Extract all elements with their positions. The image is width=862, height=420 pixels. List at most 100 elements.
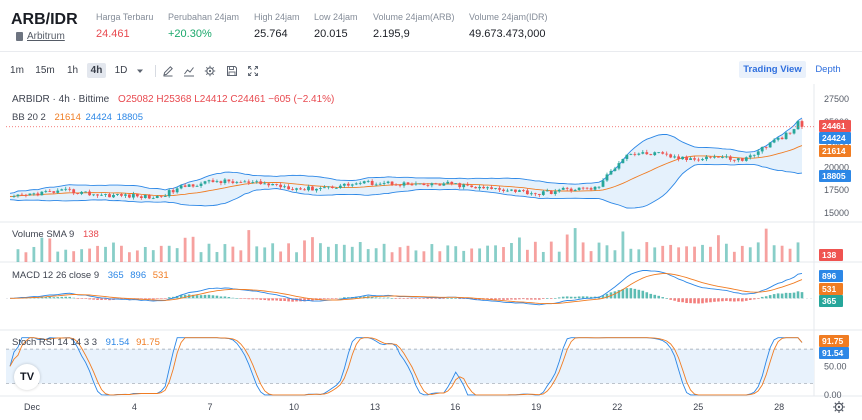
macd-histogram-bar [446, 298, 450, 299]
candle-body [561, 187, 565, 190]
stat-value: 2.195,9 [373, 28, 410, 40]
candle-body [756, 151, 760, 155]
macd-histogram-bar [518, 298, 521, 300]
macd-histogram-bar [52, 297, 56, 299]
timeframe-15m[interactable]: 15m [35, 65, 55, 76]
save-floppy-icon[interactable] [226, 65, 238, 77]
macd-histogram-bar [657, 295, 661, 299]
volume-bar [709, 246, 712, 262]
macd-histogram-bar [60, 296, 64, 299]
macd-histogram-bar [207, 294, 211, 299]
macd-histogram-bar [633, 288, 637, 299]
candle-body [279, 184, 283, 188]
volume-bar [518, 237, 521, 262]
macd-histogram-bar [705, 298, 708, 303]
candle-body [470, 185, 474, 188]
volume-bar [788, 248, 792, 262]
draw-pencil-icon[interactable] [162, 65, 174, 77]
timeframe-4h[interactable]: 4h [87, 63, 106, 78]
stat-label: Perubahan 24jam [168, 12, 240, 22]
volume-bar [565, 234, 569, 262]
macd-histogram-bar [621, 289, 625, 299]
macd-histogram-bar [545, 298, 549, 299]
volume-bar [112, 242, 115, 262]
candle-body [784, 132, 788, 140]
price-tick-label: 15000 [824, 208, 849, 218]
chart-settings-gear-icon[interactable] [832, 400, 846, 414]
candle-body [673, 156, 677, 158]
fullscreen-expand-icon[interactable] [247, 65, 259, 77]
macd-histogram-bar [776, 293, 780, 299]
price-chart[interactable]: 2750025000225002000017500150002446124424… [0, 84, 862, 420]
macd-histogram-bar [394, 298, 398, 299]
indicator-chart-icon[interactable] [183, 65, 195, 77]
dropdown-caret-icon[interactable] [134, 65, 146, 77]
stoch-rsi-tag [819, 347, 849, 359]
volume-bar [637, 249, 641, 262]
macd-histogram-bar [510, 298, 513, 300]
settings-gear-icon[interactable] [204, 65, 216, 77]
candle-body [159, 195, 163, 197]
volume-bar [494, 245, 497, 262]
macd-histogram-bar [96, 298, 99, 300]
tradingview-logo[interactable]: TV [14, 364, 40, 390]
macd-histogram-bar [697, 298, 700, 304]
volume-tag [819, 249, 843, 261]
stoch-rsi-band [6, 349, 814, 384]
price-tag-bb-basis [819, 145, 851, 157]
ticker-header: ARB/IDR Arbitrum Harga Terbaru 24.461 Pe… [0, 0, 862, 52]
candle-body [621, 158, 625, 164]
candle-body [116, 194, 119, 195]
volume-bar [255, 246, 259, 262]
macd-histogram-bar [36, 297, 40, 299]
macd-histogram-bar [331, 298, 334, 299]
timeframe-1d[interactable]: 1D [114, 65, 128, 76]
macd-histogram-bar [768, 295, 772, 299]
macd-histogram-bar [147, 298, 151, 300]
macd-histogram-bar [374, 297, 378, 299]
macd-histogram-bar [418, 298, 422, 299]
candle-body [434, 183, 438, 185]
macd-histogram-bar [538, 298, 541, 300]
candle-body [88, 191, 91, 196]
candle-body [589, 188, 593, 190]
macd-histogram-bar [259, 298, 263, 300]
timeframe-1m[interactable]: 1m [10, 65, 24, 76]
macd-histogram-bar [191, 294, 195, 299]
stat-value: +20.30% [168, 28, 212, 40]
macd-histogram-bar [311, 298, 314, 301]
candle-body [203, 181, 207, 184]
tab-trading-view[interactable]: Trading View [739, 61, 806, 78]
macd-histogram-bar [267, 298, 270, 301]
macd-histogram-bar [534, 298, 537, 300]
candle-body [442, 183, 446, 186]
timeframe-1h[interactable]: 1h [66, 65, 79, 76]
candle-body [60, 189, 64, 191]
macd-histogram-bar [343, 297, 346, 299]
stat-value: 20.015 [314, 28, 348, 40]
candle-body [518, 190, 521, 192]
macd-histogram-bar [752, 298, 756, 300]
macd-title: MACD 12 26 close 9 [12, 270, 100, 281]
macd-histogram-bar [203, 294, 207, 299]
candle-body [374, 184, 378, 186]
candle-body [474, 187, 478, 189]
volume-sma-value: 138 [82, 229, 99, 240]
candle-body [506, 190, 509, 192]
candle-body [685, 156, 688, 160]
macd-histogram-bar [167, 297, 171, 299]
pair-title: ARB/IDR [11, 11, 78, 28]
tab-depth[interactable]: Depth [815, 64, 841, 75]
volume-bar [685, 246, 688, 262]
coin-name-link[interactable]: Arbitrum [16, 31, 65, 42]
macd-histogram-bar [665, 298, 668, 299]
volume-bar [223, 244, 227, 262]
candle-body [462, 184, 466, 188]
macd-histogram-bar [760, 296, 764, 299]
volume-bar [398, 247, 402, 262]
macd-histogram-bar [450, 298, 454, 299]
candle-body [553, 191, 557, 194]
macd-histogram-bar [430, 298, 434, 299]
macd-histogram-bar [307, 298, 310, 301]
macd-histogram-bar [195, 295, 199, 299]
